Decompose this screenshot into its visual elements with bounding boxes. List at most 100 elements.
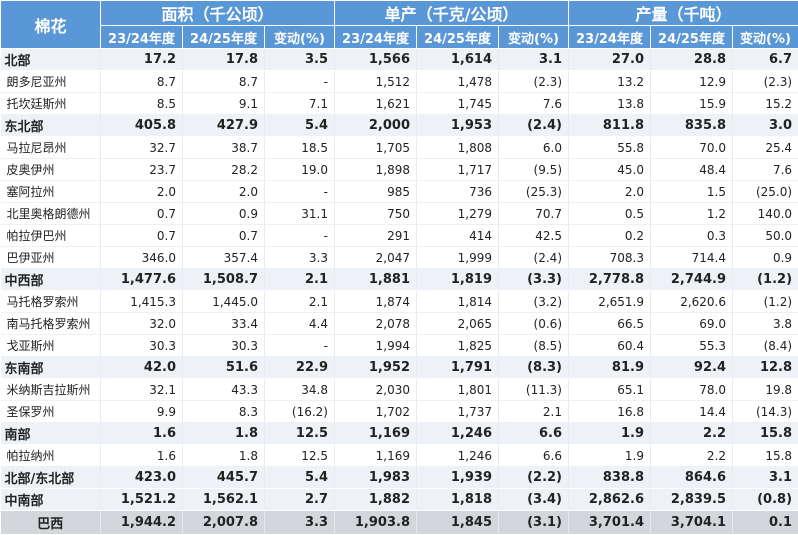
table-cell: 1,702	[335, 401, 417, 423]
table-cell: 2,078	[335, 313, 417, 335]
table-cell: 17.2	[101, 49, 183, 71]
table-cell: 6.0	[499, 137, 569, 159]
table-cell: 30.3	[183, 335, 265, 357]
row-label: 皮奥伊州	[1, 159, 101, 181]
table-cell: 1,953	[417, 115, 499, 137]
table-cell: 30.3	[101, 335, 183, 357]
table-cell: 0.1	[733, 511, 798, 535]
table-cell: 7.6	[499, 93, 569, 115]
table-cell: 16.8	[569, 401, 651, 423]
table-cell: 3.8	[733, 313, 798, 335]
table-cell: 2,065	[417, 313, 499, 335]
column-header: 变动(%)	[499, 26, 569, 49]
table-cell: (8.3)	[499, 357, 569, 379]
row-label: 戈亚斯州	[1, 335, 101, 357]
row-label: 北部/东北部	[1, 467, 101, 489]
table-cell: 9.9	[101, 401, 183, 423]
table-cell: 19.0	[265, 159, 335, 181]
table-cell: (2.4)	[499, 115, 569, 137]
table-cell: (14.3)	[733, 401, 798, 423]
table-cell: 45.0	[569, 159, 651, 181]
table-cell: (3.3)	[499, 269, 569, 291]
table-cell: 4.4	[265, 313, 335, 335]
table-cell: 66.5	[569, 313, 651, 335]
table-cell: 2,620.6	[651, 291, 733, 313]
table-cell: 357.4	[183, 247, 265, 269]
table-cell: 19.8	[733, 379, 798, 401]
table-cell: 1,279	[417, 203, 499, 225]
table-cell: 1.8	[183, 445, 265, 467]
table-cell: 1,705	[335, 137, 417, 159]
table-cell: 12.5	[265, 423, 335, 445]
row-label: 南马托格罗索州	[1, 313, 101, 335]
table-cell: 28.8	[651, 49, 733, 71]
table-cell: 1.5	[651, 181, 733, 203]
table-cell: 8.7	[183, 71, 265, 93]
table-cell: 1,814	[417, 291, 499, 313]
table-cell: 1,903.8	[335, 511, 417, 535]
table-cell: 12.9	[651, 71, 733, 93]
table-cell: 1.9	[569, 445, 651, 467]
table-cell: 13.8	[569, 93, 651, 115]
table-cell: 1,508.7	[183, 269, 265, 291]
table-cell: -	[265, 335, 335, 357]
table-cell: 2,047	[335, 247, 417, 269]
table-cell: 1,819	[417, 269, 499, 291]
column-header: 24/25年度	[183, 26, 265, 49]
row-label: 北里奥格朗德州	[1, 203, 101, 225]
table-cell: 838.8	[569, 467, 651, 489]
table-cell: 714.4	[651, 247, 733, 269]
table-cell: 1.9	[569, 423, 651, 445]
table-cell: 2.0	[101, 181, 183, 203]
table-cell: 78.0	[651, 379, 733, 401]
table-cell: 60.4	[569, 335, 651, 357]
table-cell: (0.6)	[499, 313, 569, 335]
table-cell: 2,007.8	[183, 511, 265, 535]
table-cell: 1,818	[417, 489, 499, 511]
table-cell: 2.2	[651, 423, 733, 445]
table-cell: 2.2	[651, 445, 733, 467]
table-cell: 1,999	[417, 247, 499, 269]
table-cell: (8.5)	[499, 335, 569, 357]
table-cell: 1,898	[335, 159, 417, 181]
table-cell: 69.0	[651, 313, 733, 335]
table-cell: 1,246	[417, 423, 499, 445]
table-cell: 8.3	[183, 401, 265, 423]
table-cell: 55.3	[651, 335, 733, 357]
table-cell: 0.3	[651, 225, 733, 247]
table-cell: 25.4	[733, 137, 798, 159]
table-cell: 985	[335, 181, 417, 203]
table-cell: -	[265, 71, 335, 93]
table-cell: 736	[417, 181, 499, 203]
table-cell: (2.4)	[499, 247, 569, 269]
table-cell: 140.0	[733, 203, 798, 225]
table-cell: 33.4	[183, 313, 265, 335]
table-cell: 12.8	[733, 357, 798, 379]
table-cell: 2,030	[335, 379, 417, 401]
table-cell: (2.2)	[499, 467, 569, 489]
table-cell: 31.1	[265, 203, 335, 225]
table-cell: 34.8	[265, 379, 335, 401]
table-cell: 1,246	[417, 445, 499, 467]
table-cell: 1.6	[101, 423, 183, 445]
table-cell: 70.7	[499, 203, 569, 225]
table-cell: 1,566	[335, 49, 417, 71]
column-header: 24/25年度	[417, 26, 499, 49]
row-label: 朗多尼亚州	[1, 71, 101, 93]
table-cell: 835.8	[651, 115, 733, 137]
table-cell: 0.7	[183, 225, 265, 247]
table-cell: 81.9	[569, 357, 651, 379]
table-cell: 3.3	[265, 511, 335, 535]
table-cell: 2,651.9	[569, 291, 651, 313]
table-cell: 3.1	[733, 467, 798, 489]
table-cell: 2.0	[569, 181, 651, 203]
table-cell: 1.6	[101, 445, 183, 467]
